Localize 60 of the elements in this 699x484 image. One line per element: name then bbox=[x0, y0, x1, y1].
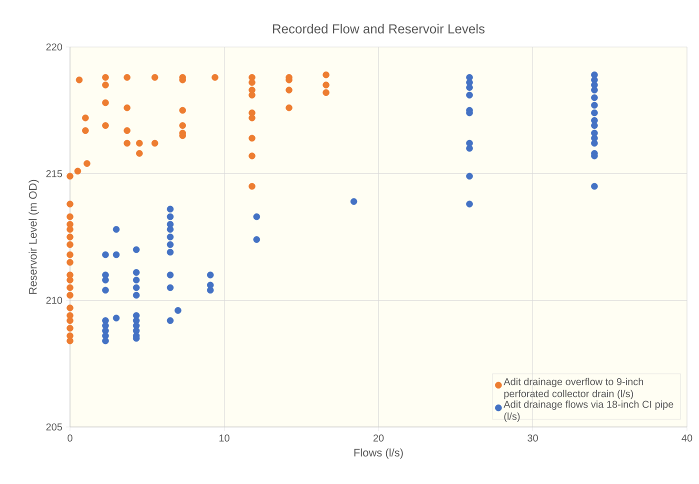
y-tick-label: 205 bbox=[46, 423, 62, 431]
point bbox=[66, 317, 74, 324]
point bbox=[66, 337, 74, 344]
y-tick-label: 215 bbox=[46, 170, 62, 178]
point bbox=[179, 106, 186, 114]
point bbox=[212, 74, 218, 81]
point bbox=[66, 258, 74, 266]
x-axis-title: Flows (l/s) bbox=[354, 448, 403, 459]
point bbox=[248, 182, 256, 190]
point bbox=[248, 152, 256, 160]
point bbox=[66, 292, 74, 299]
point bbox=[74, 168, 82, 175]
legend-label: Adit drainage overflow to 9-inch perforated collector drain (l/s) bbox=[504, 378, 644, 400]
chart-title: Recorded Flow and Reservoir Levels bbox=[272, 24, 485, 34]
point bbox=[248, 134, 256, 142]
x-tick-label: 0 bbox=[68, 434, 72, 442]
point bbox=[286, 86, 292, 94]
point bbox=[66, 241, 74, 248]
point bbox=[248, 114, 256, 122]
point bbox=[248, 92, 256, 99]
point bbox=[66, 226, 74, 233]
x-tick-label: 40 bbox=[682, 434, 692, 442]
point bbox=[136, 150, 143, 157]
point bbox=[322, 71, 330, 78]
point bbox=[84, 160, 90, 167]
y-tick-label: 210 bbox=[46, 296, 62, 304]
point bbox=[124, 104, 130, 112]
point bbox=[82, 114, 89, 122]
x-tick-label: 30 bbox=[528, 434, 538, 442]
point bbox=[286, 104, 292, 112]
point bbox=[102, 82, 109, 88]
point bbox=[66, 304, 74, 312]
point bbox=[124, 127, 130, 134]
point bbox=[66, 324, 74, 332]
point bbox=[151, 74, 158, 81]
point bbox=[248, 79, 256, 86]
y-axis-title: Reservoir Level (m OD) bbox=[28, 180, 39, 294]
point bbox=[66, 172, 74, 180]
point bbox=[102, 122, 109, 129]
y-tick-label: 220 bbox=[46, 43, 62, 51]
point bbox=[102, 99, 109, 106]
point bbox=[76, 76, 83, 84]
x-tick-label: 10 bbox=[219, 434, 230, 442]
point bbox=[102, 74, 109, 81]
point bbox=[124, 140, 130, 147]
x-tick-label: 20 bbox=[373, 434, 384, 442]
legend-label: Adit drainage flows via 18-inch CI pipe (l/s) bbox=[504, 400, 674, 422]
point bbox=[322, 82, 330, 88]
point bbox=[66, 200, 74, 208]
point bbox=[66, 284, 74, 292]
point bbox=[179, 122, 186, 129]
point bbox=[66, 251, 74, 258]
point bbox=[322, 89, 330, 96]
point bbox=[66, 276, 74, 284]
point bbox=[136, 140, 143, 147]
point bbox=[66, 213, 74, 220]
point bbox=[151, 140, 158, 147]
point bbox=[124, 74, 130, 81]
point bbox=[82, 127, 89, 134]
point bbox=[66, 234, 74, 240]
